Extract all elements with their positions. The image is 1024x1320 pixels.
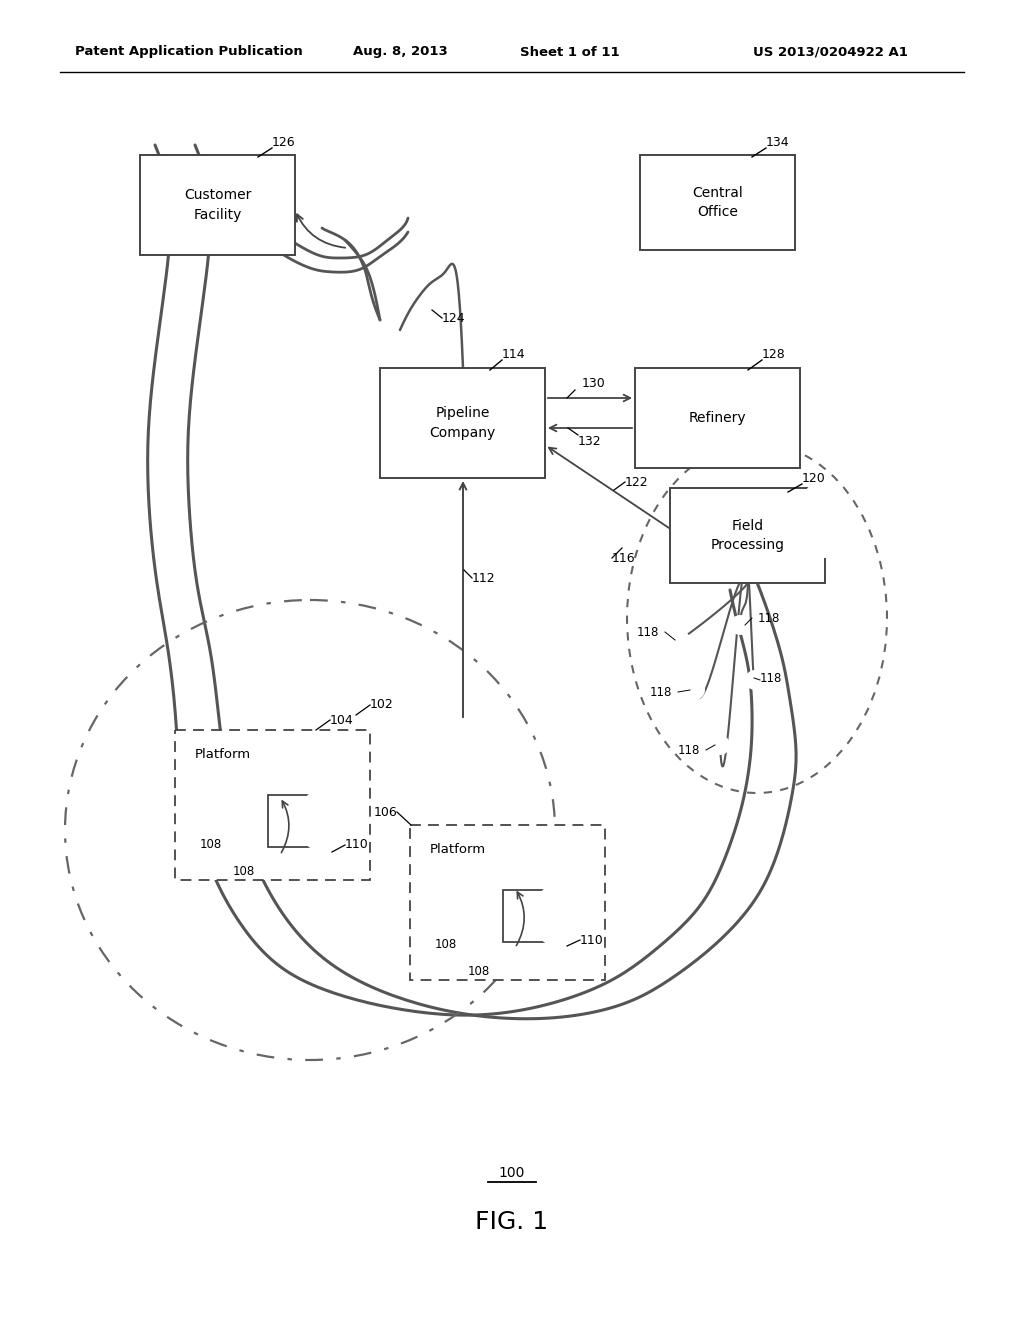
Text: 112: 112 (472, 572, 496, 585)
Text: 128: 128 (762, 348, 785, 362)
FancyBboxPatch shape (640, 154, 795, 249)
Text: Patent Application Publication: Patent Application Publication (75, 45, 303, 58)
Text: 120: 120 (802, 471, 825, 484)
Text: 118: 118 (649, 685, 672, 698)
Circle shape (803, 513, 847, 557)
FancyBboxPatch shape (410, 825, 605, 979)
Text: Customer
Facility: Customer Facility (184, 189, 251, 222)
Text: 108: 108 (435, 939, 458, 950)
Text: Pipeline
Company: Pipeline Company (429, 407, 496, 440)
Text: Platform: Platform (430, 843, 486, 855)
Text: 118: 118 (760, 672, 782, 685)
Circle shape (239, 849, 257, 867)
Text: 118: 118 (758, 611, 780, 624)
Text: 122: 122 (625, 475, 648, 488)
Circle shape (538, 886, 572, 920)
Text: 126: 126 (272, 136, 296, 149)
FancyBboxPatch shape (268, 795, 319, 847)
Text: 108: 108 (233, 865, 255, 878)
FancyBboxPatch shape (670, 488, 825, 583)
Text: 108: 108 (200, 838, 222, 851)
Text: 130: 130 (582, 378, 606, 389)
Text: 110: 110 (345, 838, 369, 851)
Text: Refinery: Refinery (689, 411, 746, 425)
Circle shape (671, 631, 689, 649)
Circle shape (686, 681, 705, 700)
Text: 134: 134 (766, 136, 790, 149)
Text: FIG. 1: FIG. 1 (475, 1210, 549, 1234)
Circle shape (206, 821, 224, 840)
Text: 104: 104 (330, 714, 353, 726)
Text: 110: 110 (580, 933, 604, 946)
FancyBboxPatch shape (175, 730, 370, 880)
Text: 116: 116 (612, 552, 636, 565)
Circle shape (303, 816, 337, 850)
FancyBboxPatch shape (635, 368, 800, 469)
Circle shape (711, 737, 729, 754)
Text: 100: 100 (499, 1166, 525, 1180)
Circle shape (803, 480, 847, 525)
Circle shape (303, 791, 337, 825)
Text: Aug. 8, 2013: Aug. 8, 2013 (352, 45, 447, 58)
Text: Platform: Platform (195, 748, 251, 762)
Text: 102: 102 (370, 698, 394, 711)
Text: Central
Office: Central Office (692, 186, 742, 219)
Text: Field
Processing: Field Processing (711, 519, 784, 552)
FancyBboxPatch shape (380, 368, 545, 478)
FancyBboxPatch shape (503, 890, 555, 942)
Text: Sheet 1 of 11: Sheet 1 of 11 (520, 45, 620, 58)
Circle shape (441, 921, 459, 939)
Circle shape (474, 949, 492, 968)
Text: 106: 106 (374, 805, 397, 818)
Text: 132: 132 (578, 436, 602, 447)
Circle shape (731, 616, 749, 634)
Text: 118: 118 (637, 626, 659, 639)
Text: 108: 108 (468, 965, 490, 978)
Text: 124: 124 (442, 312, 466, 325)
Text: US 2013/0204922 A1: US 2013/0204922 A1 (753, 45, 907, 58)
Text: 114: 114 (502, 348, 525, 362)
Circle shape (746, 671, 764, 689)
Circle shape (538, 911, 572, 945)
Text: 118: 118 (678, 743, 700, 756)
FancyBboxPatch shape (140, 154, 295, 255)
